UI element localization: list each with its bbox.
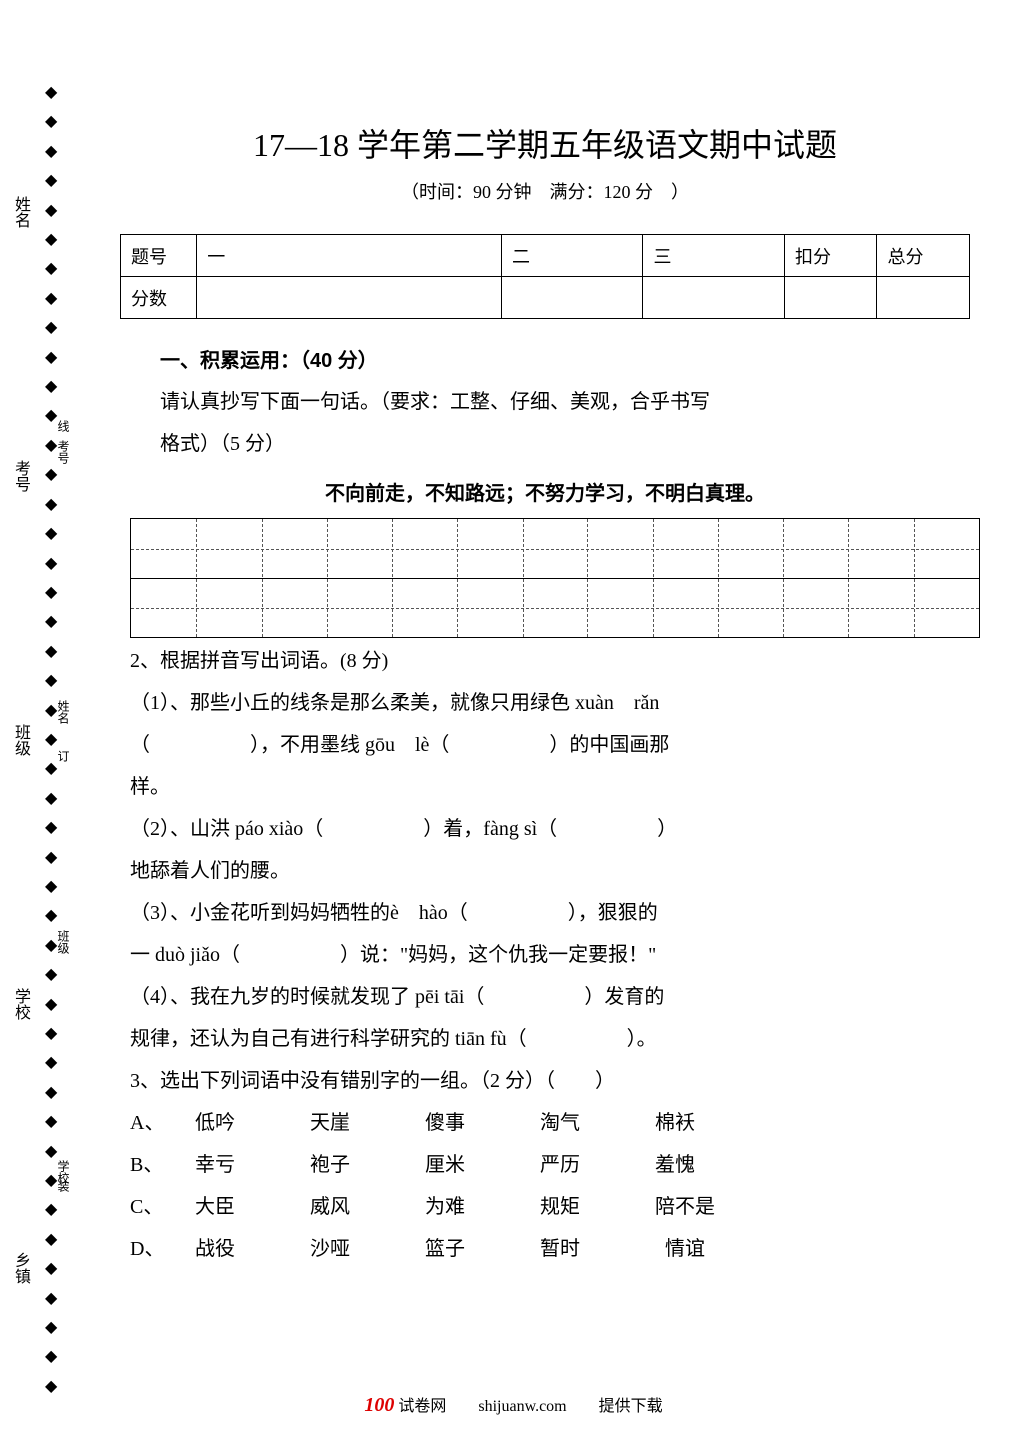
opt-c-w5: 陪不是 [655, 1186, 765, 1228]
opt-d-w3: 篮子 [425, 1228, 535, 1270]
option-a: A、 低吟 天崖 傻事 淘气 棉袄 [130, 1102, 970, 1144]
score-cell [784, 277, 877, 319]
margin-class-small: 班级 [55, 930, 72, 954]
exam-title: 17—18 学年第二学期五年级语文期中试题 [120, 120, 970, 166]
q1-intro-line2: 格式）（5 分） [160, 423, 960, 465]
exam-subtitle: （时间：90 分钟 满分：120 分 ） [120, 178, 970, 204]
margin-school-small: 学校 [55, 1160, 72, 1184]
opt-a-w5: 棉袄 [655, 1102, 765, 1144]
opt-b-w1: 幸亏 [195, 1144, 305, 1186]
margin-labels-column: 乡镇 学校 班级 考号 姓名 [0, 80, 40, 1400]
opt-b-w5: 羞愧 [655, 1144, 765, 1186]
q2-4b: 规律，还认为自己有进行科学研究的 tiān fù（ ）。 [130, 1018, 960, 1060]
opt-a-w1: 低吟 [195, 1102, 305, 1144]
opt-c-w4: 规矩 [540, 1186, 650, 1228]
opt-a-w2: 天崖 [310, 1102, 420, 1144]
score-header-2: 二 [501, 235, 643, 277]
q2-3b: 一 duò jiǎo（ ）说："妈妈，这个仇我一定要报！" [130, 934, 960, 976]
score-header-3: 三 [643, 235, 785, 277]
opt-a-prefix: A、 [130, 1102, 190, 1144]
margin-zhuang: 装 [55, 1180, 72, 1192]
score-header-1: 一 [197, 235, 502, 277]
opt-a-w4: 淘气 [540, 1102, 650, 1144]
q2-heading: 2、根据拼音写出词语。(8 分) [130, 640, 960, 682]
q3-heading: 3、选出下列词语中没有错别字的一组。（2 分）（ ） [130, 1060, 960, 1102]
margin-examno: 考号 [8, 460, 32, 492]
opt-c-prefix: C、 [130, 1186, 190, 1228]
opt-c-w2: 威风 [310, 1186, 420, 1228]
opt-a-w3: 傻事 [425, 1102, 535, 1144]
margin-class: 班级 [8, 724, 32, 756]
exam-content: 17—18 学年第二学期五年级语文期中试题 （时间：90 分钟 满分：120 分… [120, 120, 970, 1270]
margin-township: 乡镇 [8, 1252, 32, 1284]
page-footer: 100 试卷网 shijuanw.com 提供下载 [0, 1392, 1027, 1417]
score-table: 题号 一 二 三 扣分 总分 分数 [120, 234, 970, 319]
option-d: D、 战役 沙哑 篮子 暂时 情谊 [130, 1228, 970, 1270]
margin-examno-small: 考号 [55, 440, 72, 464]
opt-b-prefix: B、 [130, 1144, 190, 1186]
score-cell [501, 277, 643, 319]
score-header-deduct: 扣分 [784, 235, 877, 277]
table-row: 分数 [121, 277, 970, 319]
opt-b-w3: 厘米 [425, 1144, 535, 1186]
score-cell [643, 277, 785, 319]
q1-intro-line1: 请认真抄写下面一句话。（要求：工整、仔细、美观，合乎书写 [160, 381, 960, 423]
footer-text: 试卷网 shijuanw.com 提供下载 [398, 1398, 662, 1415]
footer-logo: 100 [364, 1394, 394, 1416]
margin-school: 学校 [8, 988, 32, 1020]
option-c: C、 大臣 威风 为难 规矩 陪不是 [130, 1186, 970, 1228]
proverb-text: 不向前走，不知路远；不努力学习，不明白真理。 [120, 477, 970, 506]
opt-d-w2: 沙哑 [310, 1228, 420, 1270]
margin-name-small: 姓名 [55, 700, 72, 724]
writing-grid [130, 518, 980, 638]
option-b: B、 幸亏 袍子 厘米 严历 羞愧 [130, 1144, 970, 1186]
q2-1a: （1）、那些小丘的线条是那么柔美，就像只用绿色 xuàn rǎn [130, 682, 960, 724]
opt-d-w4: 暂时 [540, 1228, 660, 1270]
binding-diamond-line: ◆◆◆◆◆ ◆◆◆◆◆ ◆◆◆◆◆ ◆◆◆◆◆ ◆◆◆◆◆ ◆◆◆◆◆ ◆◆◆◆… [45, 80, 57, 1400]
score-cell [877, 277, 970, 319]
opt-b-w4: 严历 [540, 1144, 650, 1186]
score-header-total: 总分 [877, 235, 970, 277]
opt-d-prefix: D、 [130, 1228, 190, 1270]
opt-c-w1: 大臣 [195, 1186, 305, 1228]
q2-1b: （ ），不用墨线 gōu lè（ ）的中国画那 [130, 724, 960, 766]
opt-b-w2: 袍子 [310, 1144, 420, 1186]
q2-2b: 地舔着人们的腰。 [130, 850, 960, 892]
q2-3a: （3）、小金花听到妈妈牺牲的è hào（ ），狠狠的 [130, 892, 960, 934]
margin-ding: 订 [55, 750, 72, 762]
q2-4a: （4）、我在九岁的时候就发现了 pēi tāi（ ）发育的 [130, 976, 960, 1018]
options-block: A、 低吟 天崖 傻事 淘气 棉袄 B、 幸亏 袍子 厘米 严历 羞愧 C、 大… [130, 1102, 970, 1270]
score-header-label: 题号 [121, 235, 197, 277]
section-1-heading: 一、积累运用：（40 分） [160, 344, 970, 373]
margin-xian: 线 [55, 420, 72, 432]
score-row-label: 分数 [121, 277, 197, 319]
opt-d-w1: 战役 [195, 1228, 305, 1270]
q2-2a: （2）、山洪 páo xiào（ ）着，fàng sì（ ） [130, 808, 960, 850]
opt-c-w3: 为难 [425, 1186, 535, 1228]
q2-1c: 样。 [130, 766, 960, 808]
score-cell [197, 277, 502, 319]
opt-d-w5: 情谊 [665, 1228, 775, 1270]
table-row: 题号 一 二 三 扣分 总分 [121, 235, 970, 277]
margin-name: 姓名 [8, 196, 32, 228]
